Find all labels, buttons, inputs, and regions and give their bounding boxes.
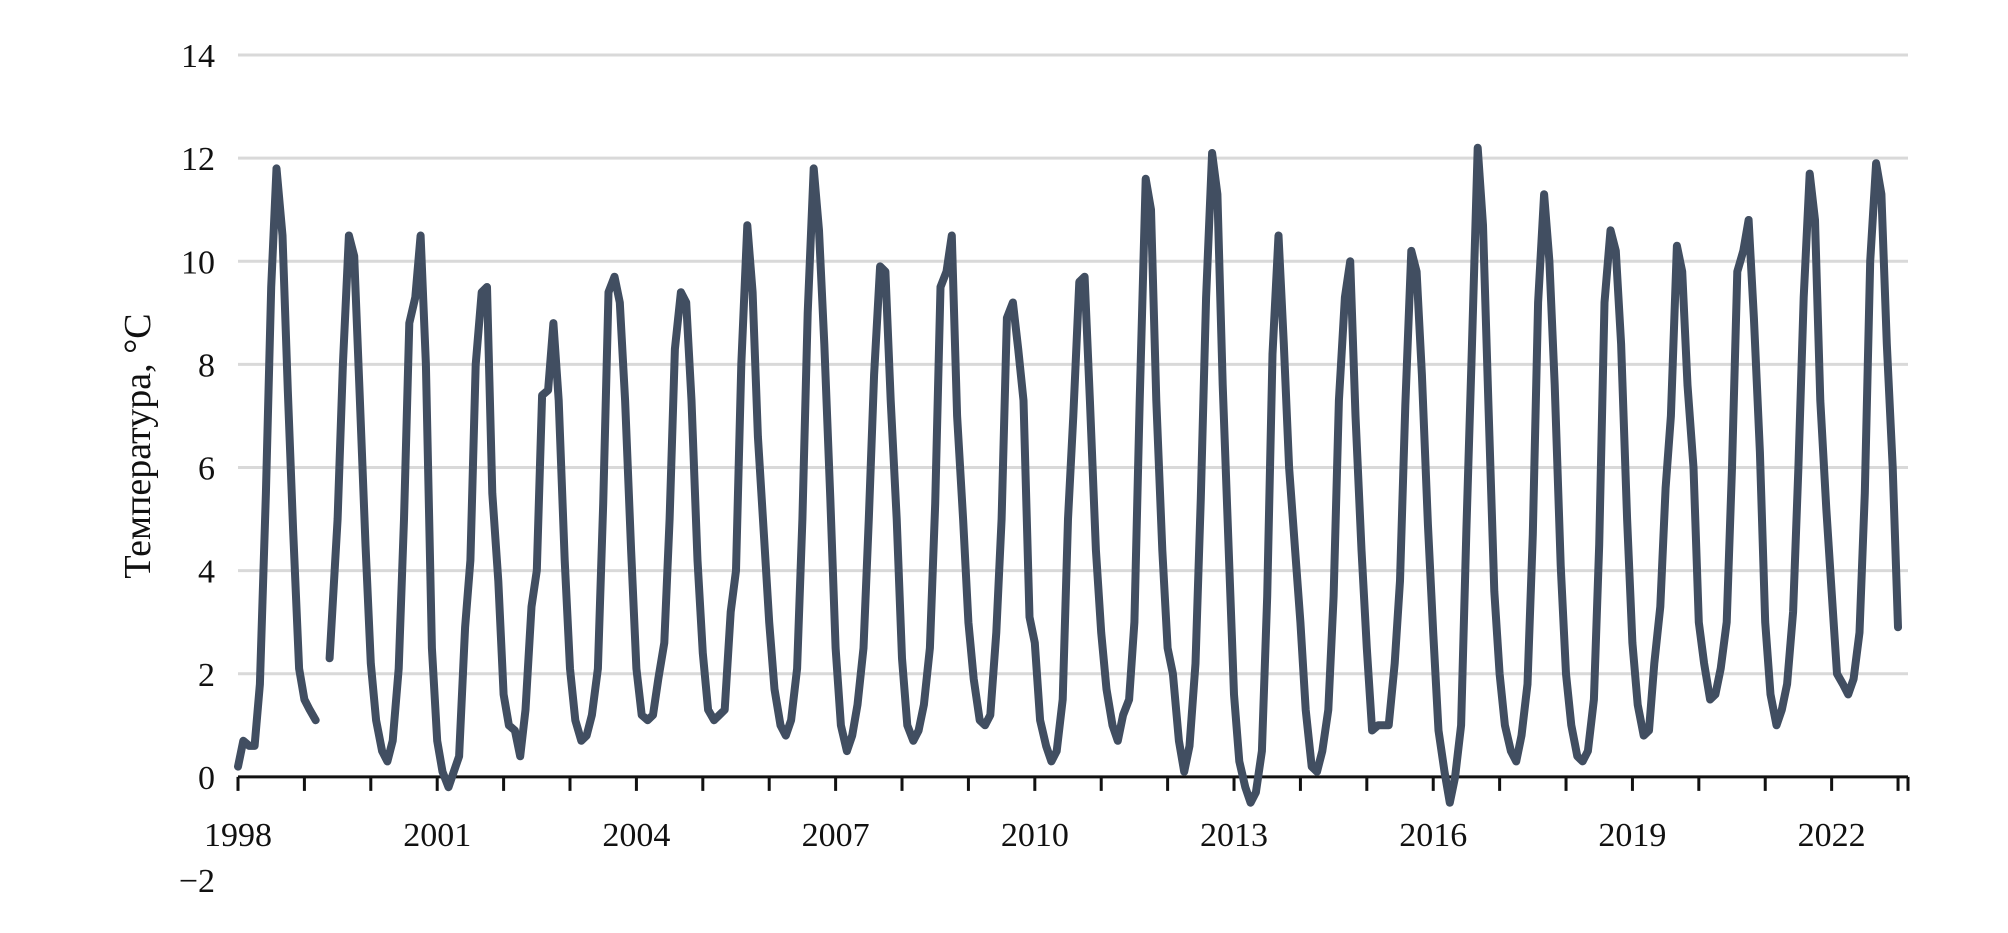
series-line-segment-1 <box>234 164 320 771</box>
x-tick-label: 2004 <box>602 817 670 854</box>
x-tick-label: 2016 <box>1399 817 1467 854</box>
x-tick-label: 2019 <box>1598 817 1666 854</box>
y-tick-label: 10 <box>181 244 215 281</box>
y-tick-label: 0 <box>198 760 215 797</box>
series-layer <box>234 143 1902 807</box>
y-tick-label: 4 <box>198 554 215 591</box>
y-tick-labels: 14 12 10 8 6 4 2 0 −2 <box>179 38 215 900</box>
x-tick-labels: 1998 2001 2004 2007 2010 2013 2016 2019 2022 <box>204 817 1866 854</box>
series-line-segment-2 <box>325 143 1902 807</box>
y-tick-label: 8 <box>198 347 215 384</box>
x-tick-label: 1998 <box>204 817 272 854</box>
y-tick-label: 2 <box>198 657 215 694</box>
x-tick-label: 2022 <box>1798 817 1866 854</box>
x-tick-label: 2013 <box>1200 817 1268 854</box>
y-axis-title: Температура, °C <box>117 313 159 578</box>
y-tick-label: −2 <box>179 863 215 900</box>
x-tick-label: 2001 <box>403 817 471 854</box>
y-tick-label: 14 <box>181 38 215 75</box>
x-tick-label: 2010 <box>1001 817 1069 854</box>
x-tick-label: 2007 <box>802 817 870 854</box>
x-tick-marks <box>236 776 1910 791</box>
y-tick-label: 12 <box>181 141 215 178</box>
y-tick-label: 6 <box>198 451 215 488</box>
